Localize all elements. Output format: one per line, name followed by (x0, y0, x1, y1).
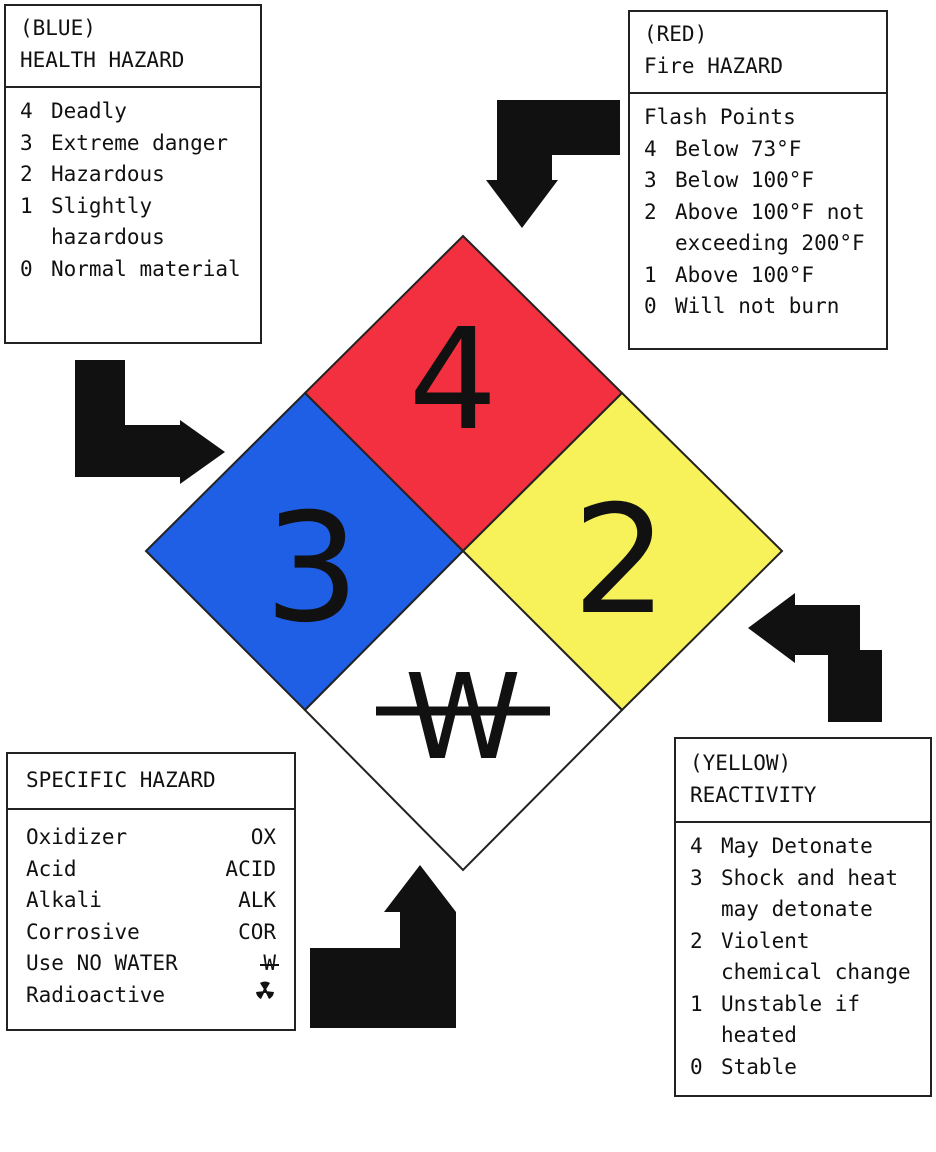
list-item: 2 Hazardous (20, 162, 165, 186)
no-water-icon: W (260, 948, 279, 980)
list-item: 4 Below 73°F (644, 136, 802, 161)
list-item: Radioactive (26, 980, 276, 1012)
fire-box-header: (RED) Fire HAZARD (630, 12, 886, 94)
radioactive-icon (256, 980, 274, 999)
reactivity-rating: 2 (572, 474, 667, 648)
list-item: Acid ACID (26, 856, 276, 881)
list-item: 3 Below 100°F (644, 168, 815, 192)
list-item: 1 Unstable if heated (690, 991, 861, 1048)
reactivity-arrow-icon (748, 593, 882, 722)
reactivity-box-header: (YELLOW) REACTIVITY (676, 739, 930, 823)
specific-arrow-icon (310, 865, 456, 1028)
fire-hazard-box: (RED) Fire HAZARD Flash Points 4 Below 73… (628, 10, 888, 350)
list-item: 1 Slightly hazardous (20, 193, 165, 250)
specific-title: SPECIFIC HAZARD (26, 768, 216, 792)
health-arrow-icon (75, 360, 225, 484)
specific-list: Oxidizer OX Acid ACID Alkali ALK Corrosive C… (8, 810, 294, 1017)
fire-arrow-icon (486, 100, 620, 228)
fire-rating: 4 (408, 299, 497, 462)
fire-color-label: (RED) (644, 22, 708, 46)
list-item: 2 Violent chemical change (690, 928, 911, 985)
health-rating: 3 (264, 482, 359, 656)
list-item: Corrosive COR (26, 919, 276, 944)
list-item: 1 Above 100°F (644, 262, 815, 287)
reactivity-color-label: (YELLOW) (690, 751, 792, 775)
list-item: Oxidizer OX (26, 825, 276, 849)
fire-title: Fire HAZARD (644, 54, 784, 78)
fire-subtitle: Flash Points (644, 105, 796, 129)
list-item: 4 Deadly (20, 99, 127, 123)
health-box-header: (BLUE) HEALTH HAZARD (6, 6, 260, 88)
list-item: 3 Extreme danger (20, 130, 229, 155)
list-item: Alkali ALK (26, 888, 276, 912)
list-item: 3 Shock and heat may detonate (690, 865, 899, 922)
health-title: HEALTH HAZARD (20, 48, 185, 72)
reactivity-list: 4 May Detonate 3 Shock and heat may detona… (676, 823, 930, 1089)
reactivity-box: (YELLOW) REACTIVITY 4 May Detonate 3 Shock… (674, 737, 932, 1097)
list-item: 4 May Detonate (690, 834, 873, 858)
list-item: 0 Will not burn (644, 294, 840, 318)
specific-hazard-box: SPECIFIC HAZARD Oxidizer OX Acid ACID Alka… (6, 752, 296, 1031)
health-list: 4 Deadly 3 Extreme danger 2 Hazardous 1 Slig… (6, 88, 260, 291)
list-item: 0 Stable (690, 1054, 797, 1079)
special-symbol: W (405, 648, 522, 786)
list-item: Use NO WATER W (26, 948, 279, 980)
health-hazard-box: (BLUE) HEALTH HAZARD 4 Deadly 3 Extreme da… (4, 4, 262, 344)
reactivity-title: REACTIVITY (690, 783, 817, 807)
list-item: 0 Normal material (20, 256, 241, 281)
specific-box-header: SPECIFIC HAZARD (8, 754, 294, 810)
list-item: 2 Above 100°F not exceeding 200°F (644, 199, 865, 256)
health-color-label: (BLUE) (20, 16, 96, 40)
